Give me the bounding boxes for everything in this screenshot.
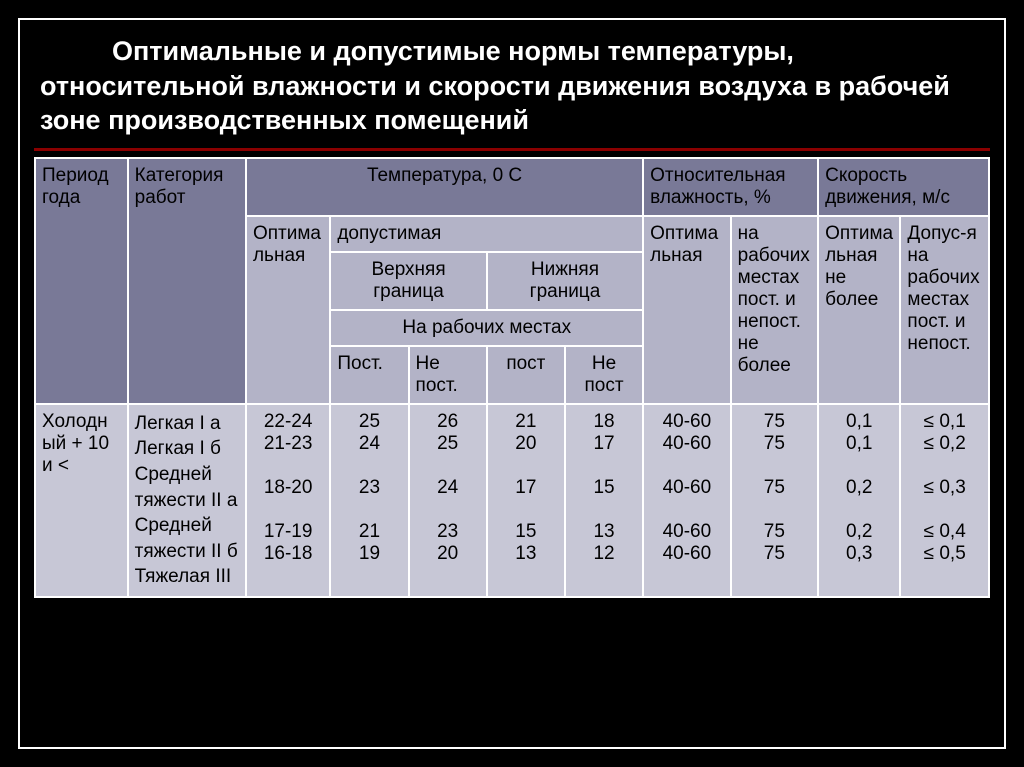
cell-period: Холодный + 10 и < bbox=[35, 404, 128, 597]
hdr-temp-opt: Оптимальная bbox=[246, 216, 330, 404]
hdr-speed-allow: Допус-я на рабочих местах пост. и непост… bbox=[900, 216, 989, 404]
hdr-post2: пост bbox=[487, 346, 565, 404]
cell-speed-allow: ≤ 0,1≤ 0,2 ≤ 0,3 ≤ 0,4≤ 0,5 bbox=[900, 404, 989, 597]
cell-lower-post: 2120 17 1513 bbox=[487, 404, 565, 597]
hdr-nepost2: Не пост bbox=[565, 346, 643, 404]
cell-hum-allow: 7575 75 7575 bbox=[731, 404, 818, 597]
cell-temp-opt: 22-2421-23 18-20 17-1916-18 bbox=[246, 404, 330, 597]
cell-upper-nepost: 2625 24 2320 bbox=[409, 404, 487, 597]
outer-frame: Оптимальные и допустимые нормы температу… bbox=[18, 18, 1006, 749]
norms-table: Период года Категория работ Температура,… bbox=[34, 157, 990, 598]
hdr-temp: Температура, 0 С bbox=[246, 158, 643, 216]
hdr-speed-opt: Оптимальная не более bbox=[818, 216, 900, 404]
hdr-humidity: Относительная влажность, % bbox=[643, 158, 818, 216]
hdr-hum-allow: на рабочих местах пост. и непост. не бол… bbox=[731, 216, 818, 404]
hdr-temp-allow: допустимая bbox=[330, 216, 643, 252]
cell-hum-opt: 40-6040-60 40-60 40-6040-60 bbox=[643, 404, 730, 597]
cell-categories: Легкая I аЛегкая I бСредней тяжести II а… bbox=[128, 404, 246, 597]
cell-speed-opt: 0,10,1 0,2 0,20,3 bbox=[818, 404, 900, 597]
hdr-category: Категория работ bbox=[128, 158, 246, 404]
cell-upper-post: 2524 23 2119 bbox=[330, 404, 408, 597]
page-title: Оптимальные и допустимые нормы температу… bbox=[34, 30, 990, 151]
cell-lower-nepost: 1817 15 1312 bbox=[565, 404, 643, 597]
hdr-places: На рабочих местах bbox=[330, 310, 643, 346]
hdr-nepost1: Не пост. bbox=[409, 346, 487, 404]
hdr-upper: Верхняя граница bbox=[330, 252, 486, 310]
hdr-speed: Скорость движения, м/с bbox=[818, 158, 989, 216]
hdr-period: Период года bbox=[35, 158, 128, 404]
hdr-lower: Нижняя граница bbox=[487, 252, 643, 310]
hdr-hum-opt: Оптимальная bbox=[643, 216, 730, 404]
hdr-post1: Пост. bbox=[330, 346, 408, 404]
